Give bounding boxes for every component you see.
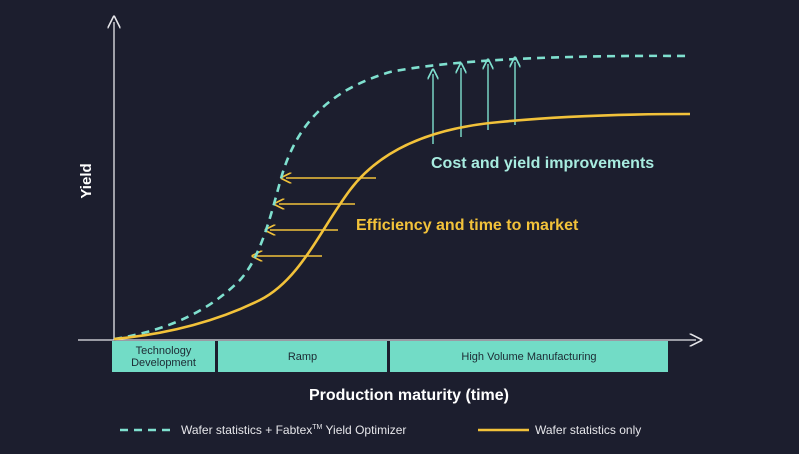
cost-yield-annotation: Cost and yield improvements xyxy=(431,155,654,172)
x-axis-label: Production maturity (time) xyxy=(309,387,509,404)
y-axis-label: Yield xyxy=(78,163,95,198)
legend-solid-label: Wafer statistics only xyxy=(535,423,641,437)
legend: Wafer statistics + FabtexTM Yield Optimi… xyxy=(120,423,641,437)
yield-improvement-arrows xyxy=(433,62,515,144)
stage-technology-development xyxy=(112,341,215,372)
legend-dashed-label: Wafer statistics + FabtexTM Yield Optimi… xyxy=(181,423,406,437)
stage-technology-label-1: Technology xyxy=(136,345,192,357)
baseline-curve xyxy=(113,112,691,341)
legend-trademark: TM xyxy=(312,424,322,431)
efficiency-annotation: Efficiency and time to market xyxy=(356,217,579,234)
stage-high-volume-label: High Volume Manufacturing xyxy=(461,351,596,363)
stage-ramp-label: Ramp xyxy=(288,351,317,363)
stage-bar: Technology Development Ramp High Volume … xyxy=(112,341,668,372)
stage-high-volume xyxy=(390,341,668,372)
legend-dashed-suffix: Yield Optimizer xyxy=(322,423,406,437)
optimizer-curve xyxy=(113,54,691,341)
stage-ramp xyxy=(218,341,387,372)
legend-dashed-prefix: Wafer statistics + Fabtex xyxy=(181,423,312,437)
stage-technology-label-2: Development xyxy=(131,357,196,369)
